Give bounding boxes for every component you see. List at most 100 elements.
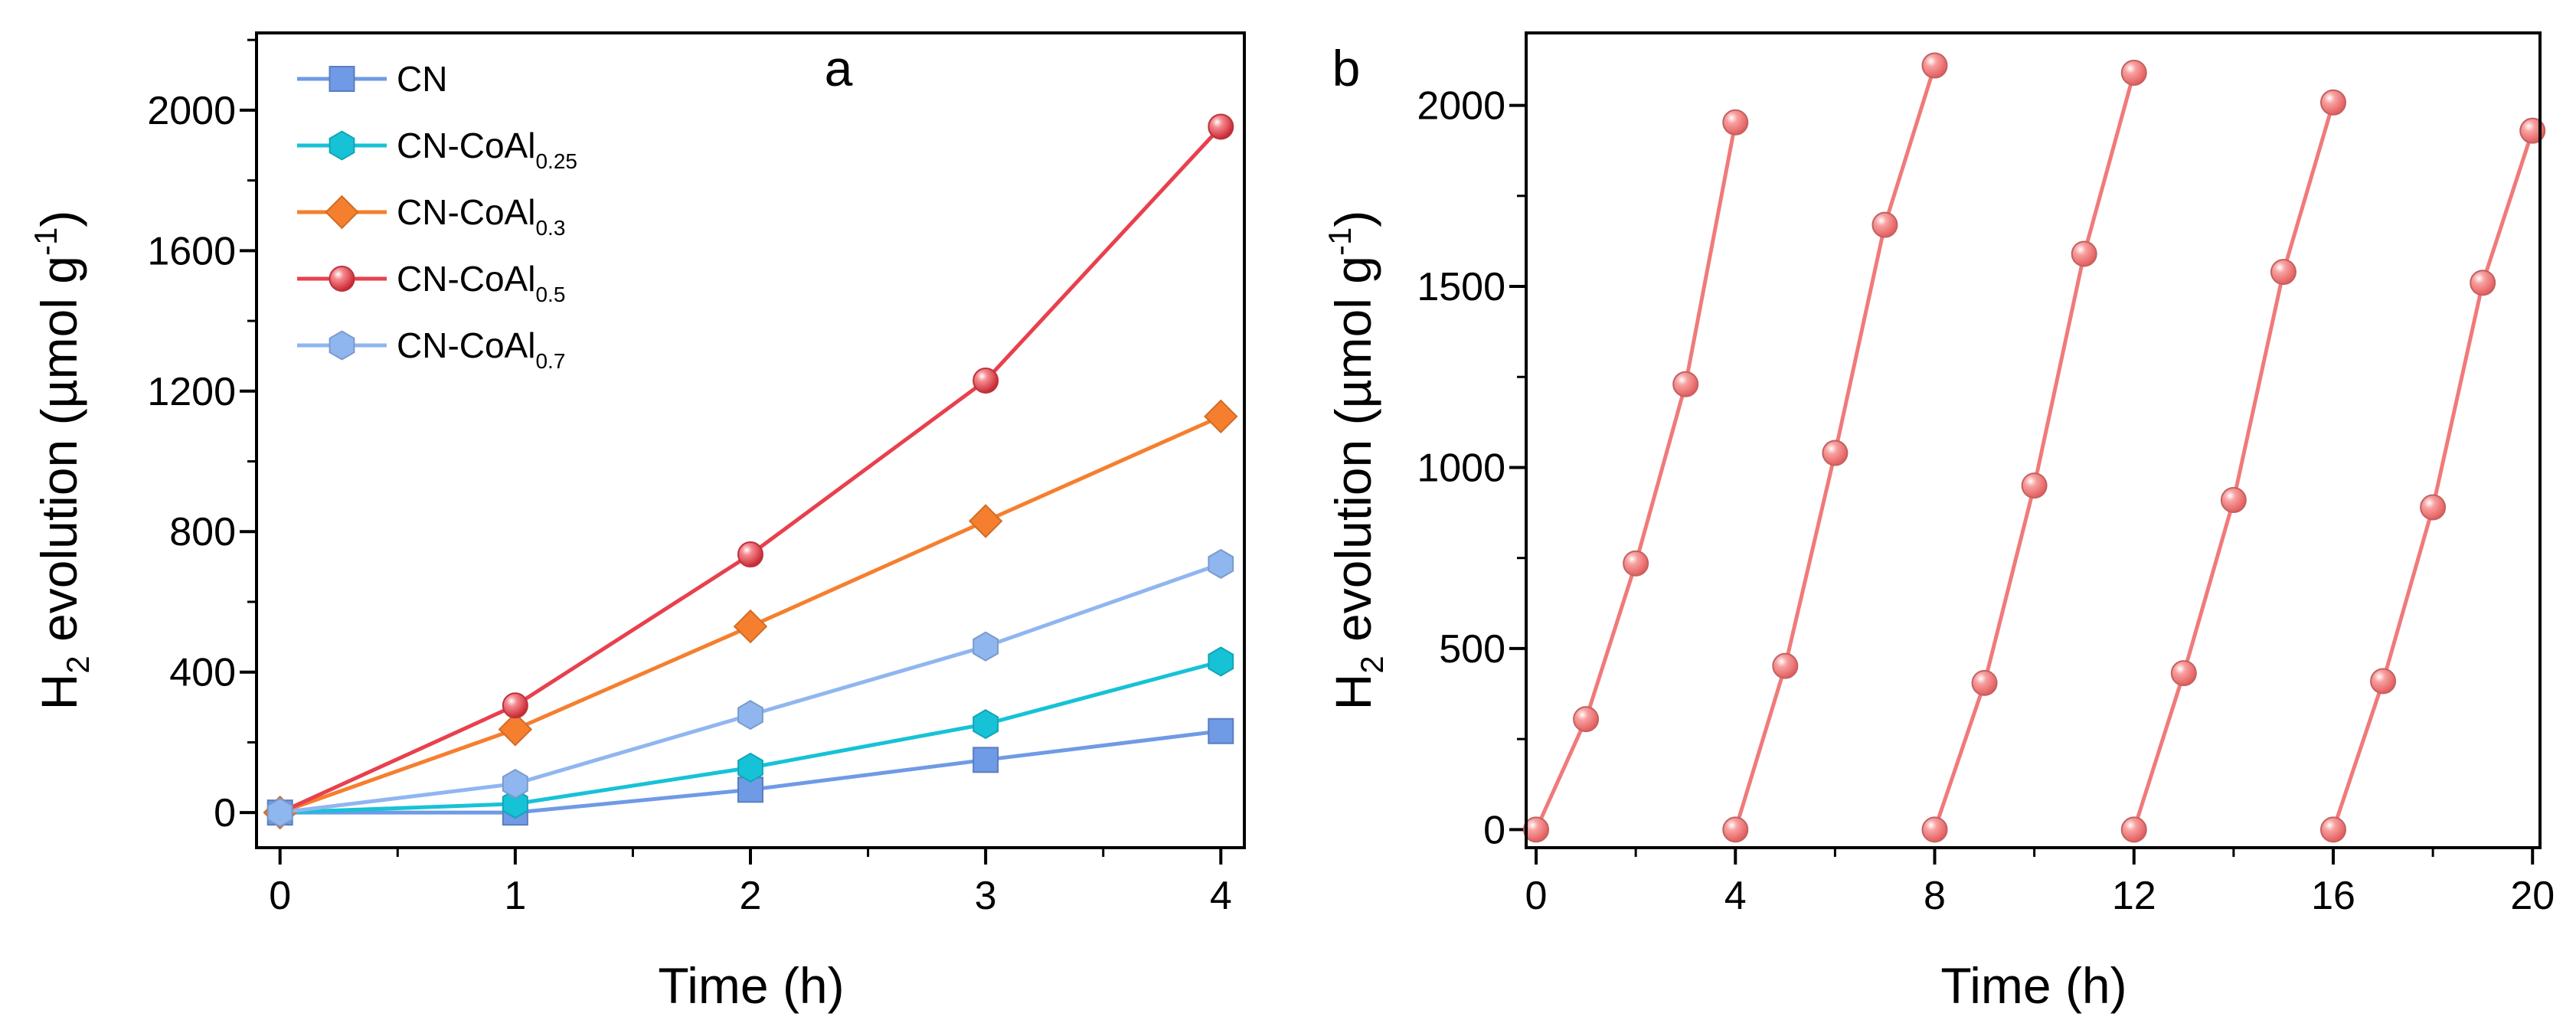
data-point (498, 712, 533, 747)
data-point (2120, 816, 2147, 843)
data-point (1208, 646, 1234, 677)
x-tick-label: 12 (2112, 874, 2156, 918)
data-point (973, 368, 999, 394)
panel-a-ticks: 0 1 2 3 4 0 400 800 1200 1600 2000 (147, 38, 1232, 918)
data-point (733, 609, 768, 644)
data-point (266, 797, 293, 828)
series-cycle-1 (1523, 109, 1749, 843)
y-tick-label: 0 (1483, 808, 1505, 852)
series-cycle-5 (2319, 117, 2546, 843)
data-point (1573, 706, 1600, 733)
data-point (1822, 440, 1849, 466)
panel-b-letter: b (1332, 40, 1361, 96)
legend-label: CN (397, 59, 447, 99)
x-tick-label: 4 (1724, 874, 1747, 918)
data-point (502, 768, 528, 799)
data-point (1672, 371, 1699, 397)
panel-b-x-axis-title: Time (h) (1940, 957, 2127, 1014)
legend-swatch-marker (329, 66, 355, 92)
legend-swatch-marker (329, 266, 355, 292)
series-cycle-2 (1722, 52, 1948, 843)
legend-swatch-marker (329, 130, 355, 161)
data-point (973, 709, 999, 740)
series-line (1534, 122, 1737, 831)
data-point (737, 541, 763, 568)
legend-label: CN-CoAl0.3 (397, 192, 565, 240)
y-tick-label: 0 (214, 791, 236, 835)
y-tick-label: 800 (169, 510, 236, 554)
legend-label: CN-CoAl0.5 (397, 259, 565, 306)
data-point (1523, 816, 1550, 843)
data-point (973, 631, 999, 662)
data-point (2220, 487, 2247, 514)
legend-swatch-marker (329, 330, 355, 361)
legend-item: CN-CoAl0.3 (297, 192, 565, 240)
legend-item: CN (297, 59, 447, 99)
series-cn-coal0-7 (266, 548, 1234, 828)
panel-a-series (263, 113, 1238, 830)
data-point (737, 776, 763, 803)
legend-item: CN-CoAl0.5 (297, 259, 565, 306)
data-point (1204, 399, 1238, 434)
panel-b: b H2 evolution (µmol g-1) Time (h) 0 4 8 12… (1322, 31, 2555, 1014)
y-tick-label: 2000 (147, 89, 236, 133)
panel-a: a H2 evolution (µmol g-1) Time (h) 0 1 2 3 4… (28, 31, 1246, 1014)
y-tick-label: 2000 (1417, 84, 1505, 129)
data-point (2420, 494, 2447, 521)
panel-a-legend: CN CN-CoAl0.25 CN-CoAl0.3 CN-CoAl0.5 CN-CoAl… (297, 59, 577, 373)
data-point (2120, 60, 2147, 87)
data-point (2470, 270, 2496, 296)
x-tick-label: 0 (1525, 874, 1548, 918)
y-tick-label: 1500 (1417, 265, 1505, 309)
data-point (1208, 718, 1234, 744)
legend-label: CN-CoAl0.25 (397, 126, 577, 173)
y-tick-label: 1000 (1417, 446, 1505, 490)
data-point (502, 692, 528, 719)
data-point (1208, 548, 1234, 579)
panel-b-series (1523, 52, 2546, 843)
svg-text:H2 evolution (µmol g-1): H2 evolution (µmol g-1) (1322, 211, 1390, 711)
y-tick-label: 500 (1439, 627, 1505, 672)
data-point (1971, 669, 1998, 696)
data-point (2319, 89, 2346, 116)
data-point (502, 789, 528, 819)
data-point (1921, 816, 1948, 843)
x-tick-label: 3 (975, 874, 997, 918)
x-tick-label: 2 (740, 874, 762, 918)
data-point (968, 504, 1003, 538)
series-cycle-4 (2120, 89, 2346, 843)
x-tick-label: 20 (2510, 874, 2555, 918)
data-point (1623, 550, 1649, 577)
panel-a-plot-frame (255, 31, 1246, 849)
legend-item: CN-CoAl0.7 (297, 325, 565, 373)
x-tick-label: 16 (2311, 874, 2355, 918)
data-point (737, 700, 763, 731)
data-point (1208, 113, 1234, 140)
x-tick-label: 0 (269, 874, 291, 918)
data-point (2319, 816, 2346, 843)
panel-b-y-axis-title: H2 evolution (µmol g-1) (1322, 211, 1390, 711)
x-tick-label: 1 (504, 874, 526, 918)
data-point (1872, 211, 1898, 238)
data-point (973, 747, 999, 773)
data-point (2021, 472, 2048, 499)
data-point (2170, 660, 2197, 687)
x-tick-label: 4 (1210, 874, 1232, 918)
data-point (2370, 668, 2397, 695)
legend-item: CN-CoAl0.25 (297, 126, 577, 173)
panel-b-ticks: 0 4 8 12 16 20 0 500 1000 1500 2000 (1417, 84, 2555, 918)
data-point (1722, 816, 1749, 843)
series-line (2132, 102, 2336, 831)
series-line (2331, 129, 2535, 831)
data-point (1921, 52, 1948, 79)
data-point (2071, 240, 2097, 267)
x-tick-label: 8 (1924, 874, 1946, 918)
data-point (737, 752, 763, 783)
series-cycle-3 (1921, 60, 2147, 843)
series-line (1933, 72, 2136, 831)
data-point (1722, 109, 1749, 136)
panel-a-x-axis-title: Time (h) (658, 957, 844, 1014)
panel-a-letter: a (825, 40, 853, 96)
data-point (2270, 259, 2296, 286)
